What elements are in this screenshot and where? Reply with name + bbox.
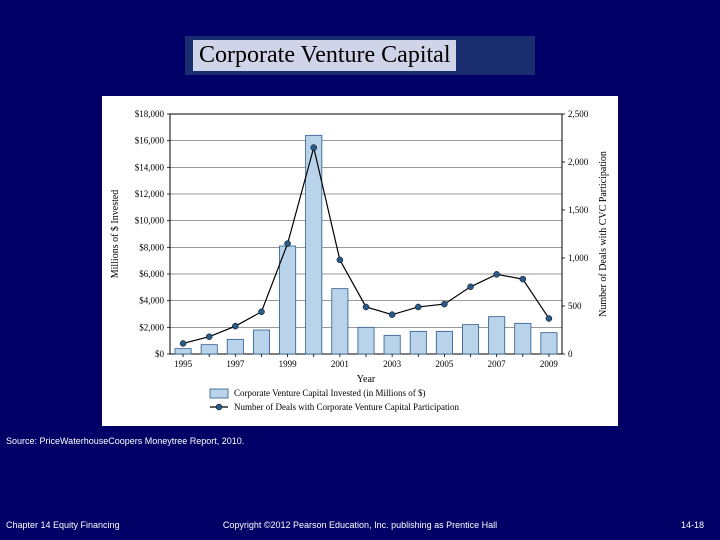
svg-text:Number of Deals with CVC Parti: Number of Deals with CVC Participation xyxy=(598,151,609,317)
chart-panel: $0 $2,000 $4,000 $6,000 $8,000 $10,000 $12,000… xyxy=(102,96,618,426)
svg-text:1999: 1999 xyxy=(279,359,298,369)
svg-text:2007: 2007 xyxy=(488,359,507,369)
svg-text:Number of Deals with Corporate: Number of Deals with Corporate Venture C… xyxy=(234,402,460,412)
chart-svg: $0 $2,000 $4,000 $6,000 $8,000 $10,000 $12,000… xyxy=(102,96,618,426)
svg-text:$0: $0 xyxy=(155,349,165,359)
svg-text:2003: 2003 xyxy=(383,359,402,369)
svg-text:1997: 1997 xyxy=(226,359,245,369)
svg-text:$8,000: $8,000 xyxy=(139,242,164,252)
svg-text:$10,000: $10,000 xyxy=(135,216,165,226)
svg-text:Millions of $ Invested: Millions of $ Invested xyxy=(110,190,121,279)
svg-text:Year: Year xyxy=(357,374,376,385)
svg-text:1,500: 1,500 xyxy=(568,205,589,215)
svg-text:2001: 2001 xyxy=(331,359,349,369)
svg-text:1995: 1995 xyxy=(174,359,193,369)
slide-title-box: Corporate Venture Capital xyxy=(185,36,535,75)
svg-text:0: 0 xyxy=(568,349,573,359)
footer-pagenum: 14-18 xyxy=(681,520,704,530)
svg-text:2009: 2009 xyxy=(540,359,559,369)
svg-text:2,000: 2,000 xyxy=(568,157,589,167)
slide-title: Corporate Venture Capital xyxy=(193,40,456,71)
svg-text:2005: 2005 xyxy=(435,359,454,369)
svg-text:$6,000: $6,000 xyxy=(139,269,164,279)
svg-text:1,000: 1,000 xyxy=(568,253,589,263)
svg-text:$4,000: $4,000 xyxy=(139,296,164,306)
svg-text:$12,000: $12,000 xyxy=(135,189,165,199)
svg-text:2,500: 2,500 xyxy=(568,109,589,119)
source-citation: Source: PriceWaterhouseCoopers Moneytree… xyxy=(6,436,244,446)
svg-text:$14,000: $14,000 xyxy=(135,162,165,172)
svg-text:$16,000: $16,000 xyxy=(135,136,165,146)
svg-text:500: 500 xyxy=(568,301,582,311)
svg-text:$2,000: $2,000 xyxy=(139,322,164,332)
svg-text:Corporate Venture Capital Inve: Corporate Venture Capital Invested (in M… xyxy=(234,388,426,398)
footer-copyright: Copyright ©2012 Pearson Education, Inc. … xyxy=(0,520,720,530)
svg-text:$18,000: $18,000 xyxy=(135,109,165,119)
